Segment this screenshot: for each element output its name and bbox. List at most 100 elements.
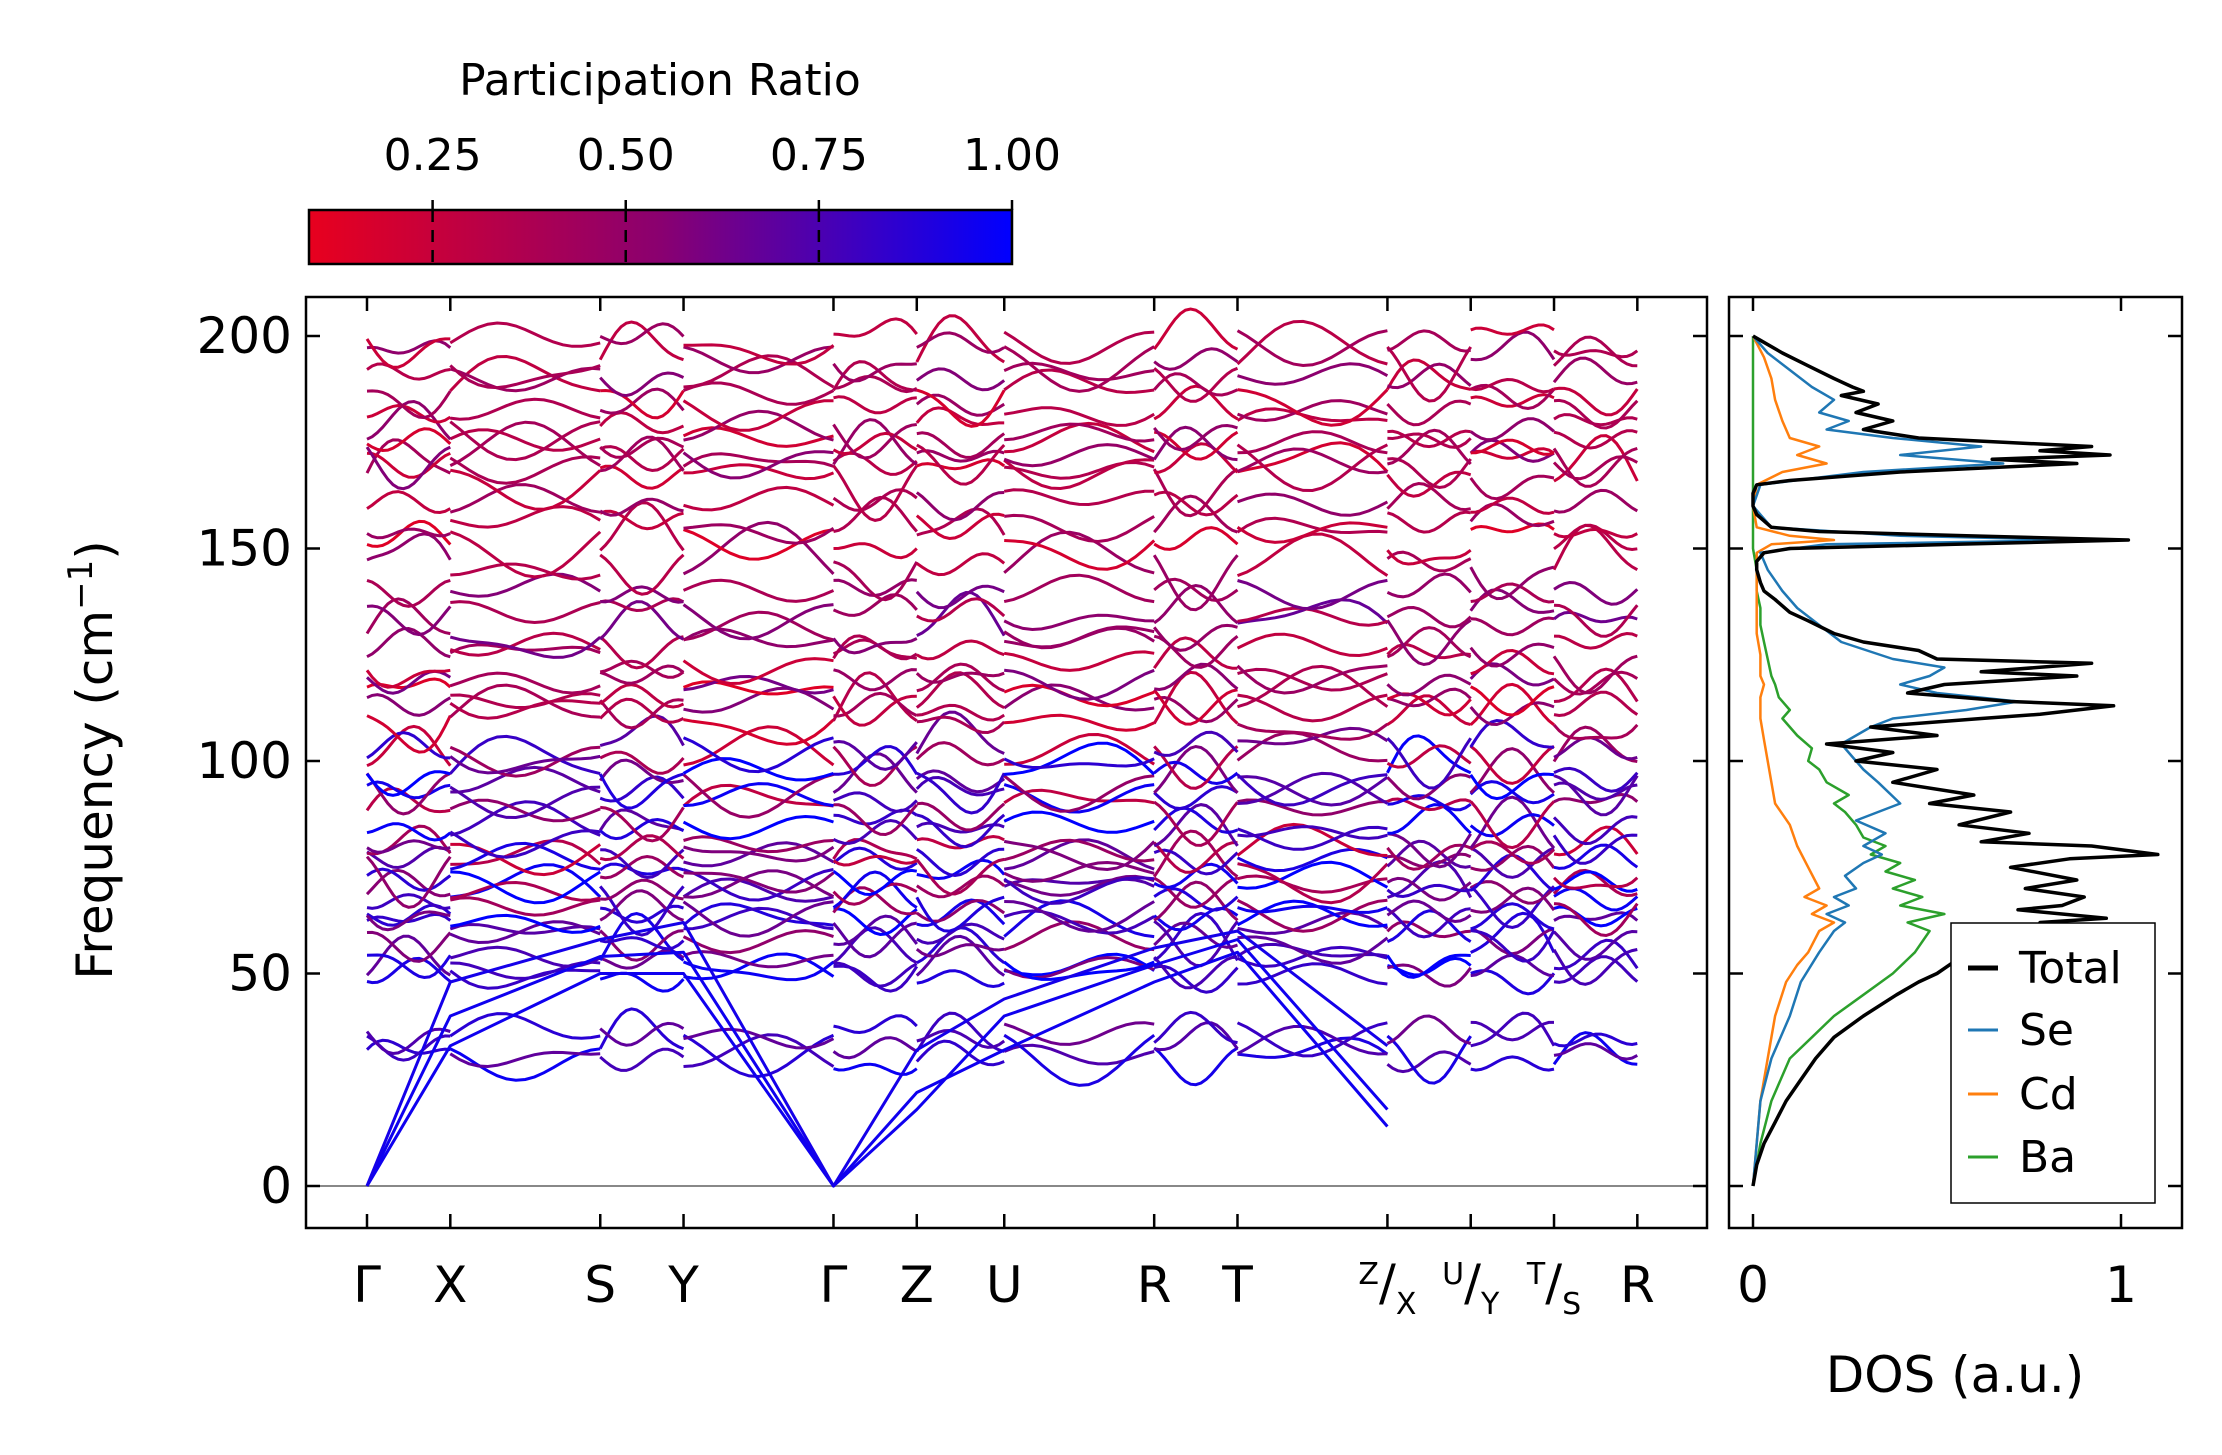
optical-branch	[1003, 1021, 1155, 1046]
optical-branch	[682, 399, 834, 432]
optical-branch	[1553, 1042, 1638, 1061]
optical-branch	[1470, 685, 1555, 717]
optical-branch	[599, 885, 685, 937]
optical-branch	[366, 604, 452, 637]
optical-branch	[1003, 573, 1155, 604]
optical-branch	[1237, 578, 1388, 611]
optical-branch	[832, 451, 918, 476]
optical-branch	[366, 724, 452, 768]
optical-branch	[683, 610, 834, 642]
optical-branch	[598, 758, 684, 785]
optical-branch	[683, 1027, 835, 1050]
optical-branch	[1553, 580, 1639, 606]
optical-branch	[599, 698, 684, 730]
optical-branch	[1003, 330, 1155, 365]
optical-branch	[1470, 383, 1556, 411]
optical-branch	[366, 527, 451, 540]
optical-branch	[1153, 744, 1239, 794]
optical-branch	[683, 345, 834, 375]
optical-branch	[832, 464, 919, 522]
optical-branch	[450, 397, 601, 421]
optical-branch	[1236, 447, 1388, 475]
optical-branch	[366, 532, 452, 562]
optical-branch	[1153, 1010, 1238, 1045]
optical-branch	[449, 631, 601, 657]
optical-branch	[1553, 386, 1639, 417]
optical-branch	[1552, 876, 1639, 890]
optical-branch	[1237, 862, 1389, 905]
optical-branch	[916, 597, 1006, 623]
optical-branch	[1387, 432, 1472, 449]
optical-branch	[598, 772, 684, 810]
optical-branch	[449, 321, 601, 348]
optical-branch	[449, 829, 601, 859]
optical-branch	[1553, 690, 1639, 718]
optical-branch	[916, 388, 1006, 428]
optical-branch	[682, 900, 834, 938]
optical-branch	[1470, 447, 1555, 460]
optical-branch	[683, 845, 835, 863]
optical-branch	[365, 910, 451, 932]
optical-branch	[915, 847, 1005, 878]
band-xtick-label: Γ	[820, 1256, 848, 1314]
optical-branch	[1004, 713, 1155, 732]
optical-branch	[682, 578, 835, 603]
optical-branch	[833, 542, 918, 560]
optical-branch	[1003, 874, 1155, 897]
dos-legend: Total Se Cd Ba	[1950, 922, 2156, 1204]
optical-branch	[599, 929, 684, 962]
optical-branch	[1237, 904, 1388, 914]
optical-branch	[366, 714, 452, 754]
optical-branch	[1386, 550, 1472, 573]
optical-branch	[1387, 687, 1472, 708]
band-ytick-label: 200	[197, 307, 292, 365]
optical-branch	[599, 553, 685, 596]
optical-branch	[450, 600, 601, 625]
optical-branch	[683, 718, 835, 746]
optical-branch	[683, 869, 835, 899]
optical-branch	[1553, 902, 1639, 938]
optical-branch	[1153, 366, 1239, 403]
optical-branch	[1237, 664, 1389, 709]
optical-branch	[599, 714, 685, 748]
optical-branch	[1237, 935, 1389, 965]
optical-branch	[1153, 745, 1239, 790]
optical-branch	[1386, 899, 1472, 924]
optical-branch	[1470, 496, 1555, 515]
optical-branch	[1003, 345, 1155, 393]
optical-branch	[599, 1021, 685, 1047]
optical-branch	[682, 450, 834, 480]
optical-branch	[1386, 510, 1471, 534]
optical-branch	[833, 691, 918, 718]
optical-branch	[1387, 429, 1471, 449]
optical-branch	[1153, 880, 1239, 922]
optical-branch	[599, 817, 685, 841]
optical-branch	[599, 635, 684, 670]
optical-branch	[1003, 788, 1155, 805]
optical-branch	[1237, 492, 1389, 517]
band-xtick-label-compound: Z/X	[1358, 1254, 1416, 1322]
optical-branch	[1237, 911, 1389, 935]
optical-branch	[1153, 430, 1239, 461]
optical-branch	[1470, 1020, 1554, 1042]
optical-branch	[1386, 618, 1472, 667]
optical-branch	[1004, 732, 1155, 766]
optical-branch	[915, 1039, 1005, 1067]
optical-branch	[1236, 407, 1388, 423]
optical-branch	[365, 337, 451, 369]
optical-branch	[682, 783, 834, 808]
optical-branch	[449, 1012, 601, 1040]
optical-branch	[1387, 963, 1472, 988]
band-y-axis-label: Frequency (cm−1)	[61, 540, 124, 980]
optical-branch	[366, 578, 451, 608]
optical-branch	[449, 798, 601, 823]
optical-branch	[1386, 907, 1471, 939]
optical-branch	[450, 562, 601, 581]
optical-branch	[916, 771, 1006, 815]
optical-branch	[1386, 399, 1472, 427]
optical-branch	[1386, 839, 1471, 869]
optical-branch	[449, 699, 601, 720]
optical-branch	[1553, 429, 1638, 450]
optical-branch	[449, 920, 601, 945]
